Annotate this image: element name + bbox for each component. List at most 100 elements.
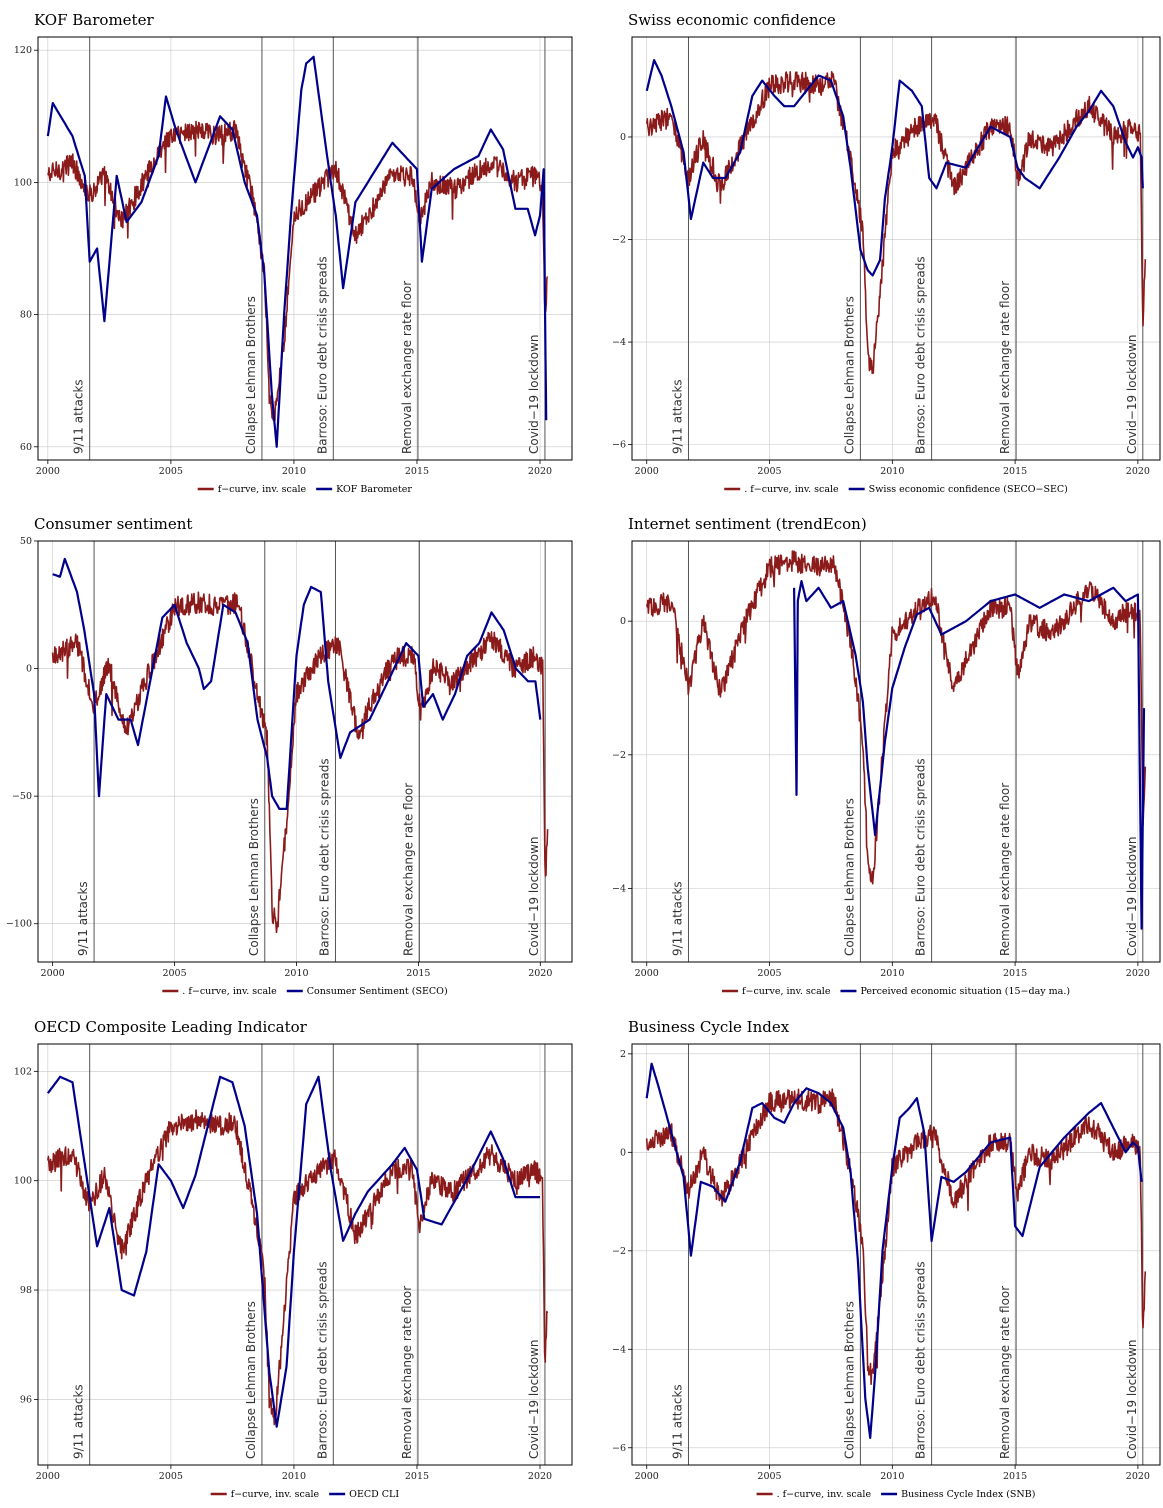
y-tick-label: −6	[612, 1443, 626, 1454]
x-tick-label: 2005	[757, 1471, 781, 1482]
event-label: Removal exchange rate floor	[998, 281, 1012, 454]
plot-frame	[631, 540, 1161, 963]
chart-panel: Business Cycle Index 9/11 attacks Collapse…	[612, 1018, 1161, 1500]
event-label: Barroso: Euro debt crisis spreads	[914, 256, 928, 454]
x-tick-label: 2015	[405, 1471, 429, 1482]
series-line-indicator	[793, 580, 1146, 930]
event-label: Covid−19 lockdown	[527, 1339, 541, 1459]
x-tick-label: 2000	[36, 466, 60, 477]
chart-title: Business Cycle Index	[628, 1018, 790, 1036]
legend-label: OECD CLI	[349, 1489, 399, 1500]
x-tick-label: 2020	[1126, 466, 1150, 477]
chart-panel: KOF Barometer 9/11 attacks Collapse Lehman…	[14, 11, 573, 495]
x-tick-label: 2010	[282, 1471, 306, 1482]
series-line-indicator	[46, 55, 548, 448]
y-tick-label: 80	[20, 310, 32, 321]
legend-label: Business Cycle Index (SNB)	[901, 1489, 1035, 1500]
event-label: Barroso: Euro debt crisis spreads	[317, 758, 331, 956]
plot-frame	[631, 36, 1161, 461]
x-tick-label: 2005	[159, 466, 183, 477]
event-label: Covid−19 lockdown	[1125, 334, 1139, 454]
y-tick-label: −4	[612, 1344, 626, 1355]
chart-title: Consumer sentiment	[34, 515, 192, 533]
legend-label: Swiss economic confidence (SECO−SEC)	[869, 484, 1068, 495]
legend-label: f−curve, inv. scale	[742, 986, 831, 997]
series-line-indicator	[645, 1062, 1143, 1439]
legend: . f−curve, inv. scale Consumer Sentiment …	[162, 986, 448, 997]
event-label: Removal exchange rate floor	[998, 1286, 1012, 1459]
x-tick-label: 2015	[1003, 466, 1027, 477]
x-tick-label: 2000	[635, 968, 659, 979]
legend-label: . f−curve, inv. scale	[744, 484, 839, 495]
series-line-f-curve	[51, 591, 549, 934]
x-tick-label: 2005	[757, 968, 781, 979]
event-label: Barroso: Euro debt crisis spreads	[914, 1261, 928, 1459]
chart-title: Internet sentiment (trendEcon)	[628, 515, 867, 533]
y-tick-label: 2	[620, 1049, 626, 1060]
event-label: Collapse Lehman Brothers	[842, 798, 856, 956]
series-line-f-curve	[645, 550, 1147, 885]
plot-frame	[37, 1043, 573, 1466]
y-tick-label: −2	[612, 1246, 626, 1257]
y-tick-label: −4	[612, 883, 626, 894]
y-tick-label: −2	[612, 235, 626, 246]
event-label: 9/11 attacks	[670, 881, 684, 956]
event-label: Collapse Lehman Brothers	[842, 296, 856, 454]
x-tick-label: 2010	[282, 466, 306, 477]
chart-title: OECD Composite Leading Indicator	[34, 1018, 308, 1036]
event-label: Removal exchange rate floor	[998, 783, 1012, 956]
x-tick-label: 2005	[159, 1471, 183, 1482]
event-label: Covid−19 lockdown	[527, 334, 541, 454]
y-tick-label: 120	[14, 45, 32, 56]
y-tick-label: −100	[6, 919, 32, 930]
event-label: Collapse Lehman Brothers	[244, 296, 258, 454]
legend: f−curve, inv. scale KOF Barometer	[197, 484, 412, 495]
legend-label: KOF Barometer	[336, 484, 412, 495]
x-tick-label: 2020	[528, 1471, 552, 1482]
y-tick-label: 0	[620, 132, 626, 143]
legend: . f−curve, inv. scale Business Cycle Inde…	[756, 1489, 1035, 1500]
x-tick-label: 2020	[1126, 1471, 1150, 1482]
legend-label: Perceived economic situation (15−day ma.…	[860, 986, 1070, 997]
event-label: Barroso: Euro debt crisis spreads	[914, 758, 928, 956]
y-tick-label: −2	[612, 750, 626, 761]
series-line-f-curve	[47, 1109, 549, 1426]
event-label: Removal exchange rate floor	[400, 1286, 414, 1459]
legend-label: . f−curve, inv. scale	[182, 986, 277, 997]
event-label: Covid−19 lockdown	[527, 836, 541, 956]
x-tick-label: 2020	[528, 968, 552, 979]
series-line-indicator	[52, 557, 542, 810]
legend: f−curve, inv. scale OECD CLI	[210, 1489, 399, 1500]
x-tick-label: 2010	[880, 466, 904, 477]
y-tick-label: 96	[20, 1394, 32, 1405]
chart-panel: OECD Composite Leading Indicator 9/11 att…	[14, 1018, 573, 1500]
chart-panel: Internet sentiment (trendEcon) 9/11 attac…	[612, 515, 1161, 997]
x-tick-label: 2000	[36, 1471, 60, 1482]
plot-frame	[37, 540, 573, 963]
series-line-indicator	[46, 1075, 540, 1428]
legend: . f−curve, inv. scale Swiss economic conf…	[724, 484, 1068, 495]
x-tick-label: 2010	[880, 968, 904, 979]
x-tick-label: 2020	[528, 466, 552, 477]
y-tick-label: −4	[612, 337, 626, 348]
x-tick-label: 2015	[406, 968, 430, 979]
x-tick-label: 2000	[41, 968, 65, 979]
y-tick-label: 50	[20, 536, 32, 547]
legend-label: . f−curve, inv. scale	[777, 1489, 872, 1500]
series-line-indicator	[645, 59, 1144, 277]
series-line-f-curve	[645, 71, 1147, 375]
y-tick-label: 98	[20, 1285, 32, 1296]
chart-panel: Swiss economic confidence 9/11 attacks Col…	[612, 11, 1161, 495]
legend-label: f−curve, inv. scale	[231, 1489, 320, 1500]
series-line-f-curve	[47, 120, 549, 422]
event-label: Removal exchange rate floor	[400, 281, 414, 454]
chart-title: KOF Barometer	[34, 11, 154, 29]
y-tick-label: 102	[14, 1066, 32, 1077]
event-label: Removal exchange rate floor	[401, 783, 415, 956]
event-label: Collapse Lehman Brothers	[247, 798, 261, 956]
event-label: Barroso: Euro debt crisis spreads	[315, 1261, 329, 1459]
event-label: 9/11 attacks	[72, 1384, 86, 1459]
y-tick-label: 0	[26, 664, 32, 675]
x-tick-label: 2000	[635, 466, 659, 477]
